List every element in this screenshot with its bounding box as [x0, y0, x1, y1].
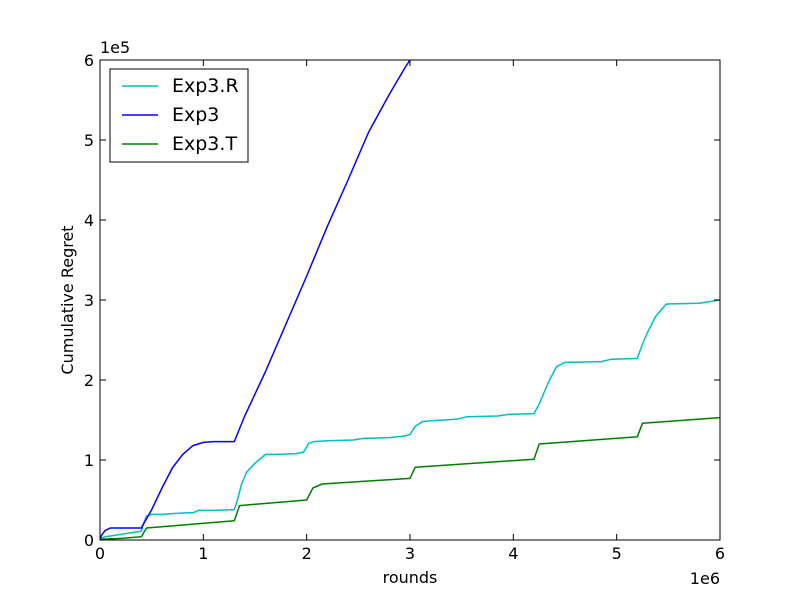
x-tick-label: 3	[405, 544, 415, 563]
x-tick-label: 0	[95, 544, 105, 563]
series-line-exp3	[100, 60, 411, 539]
legend-label-exp3r: Exp3.R	[172, 75, 239, 97]
series-layer	[100, 60, 720, 540]
x-multiplier-label: 1e6	[690, 569, 720, 588]
x-tick-label: 1	[198, 544, 208, 563]
legend: Exp3.R Exp3 Exp3.T	[109, 68, 249, 163]
y-multiplier-label: 1e5	[100, 38, 130, 57]
y-tick-label: 4	[84, 211, 94, 230]
legend-label-exp3: Exp3	[172, 104, 219, 126]
x-tick-label: 5	[612, 544, 622, 563]
x-tick-label: 4	[508, 544, 518, 563]
legend-label-exp3t: Exp3.T	[172, 133, 237, 155]
y-tick-label: 1	[84, 451, 94, 470]
y-tick-label: 2	[84, 371, 94, 390]
series-line-exp3-t	[100, 416, 720, 540]
y-tick-label: 6	[84, 51, 94, 70]
ticks-layer: 0 1 2 3 4 5 6 0 1 2 3 4 5 6	[84, 51, 725, 563]
y-tick-label: 0	[84, 531, 94, 550]
y-axis-label: Cumulative Regret	[58, 225, 77, 374]
series-line-exp3-r	[100, 299, 720, 540]
x-axis-label: rounds	[383, 568, 438, 587]
y-tick-label: 5	[84, 131, 94, 150]
y-tick-label: 3	[84, 291, 94, 310]
x-tick-label: 6	[715, 544, 725, 563]
x-tick-label: 2	[302, 544, 312, 563]
